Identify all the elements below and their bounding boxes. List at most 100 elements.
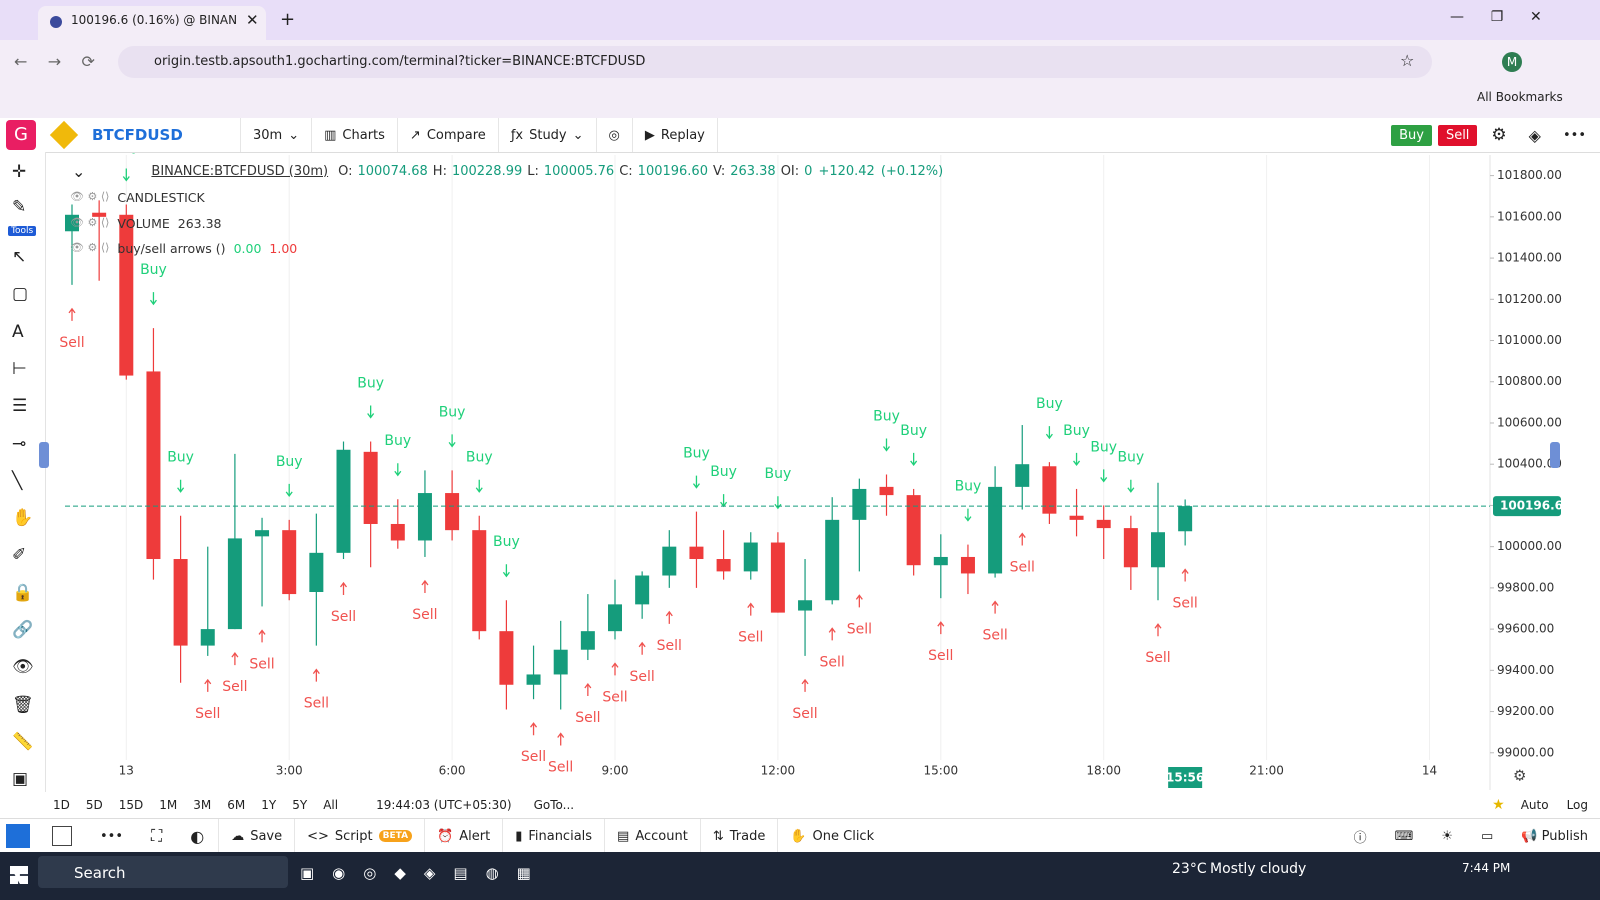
auto-scale[interactable]: Auto	[1520, 798, 1549, 812]
settings[interactable]: ⚙	[1491, 125, 1507, 145]
camera[interactable]: ▭	[1481, 828, 1494, 844]
tool-icon[interactable]: 📏	[12, 731, 34, 752]
range-button[interactable]: All	[323, 798, 339, 812]
buy-label: Buy	[683, 446, 710, 462]
indicator-icons: 👁 ⚙ ⟨⟩	[70, 241, 110, 254]
buy-label: Buy	[955, 479, 982, 495]
sell-button[interactable]: Sell	[1437, 124, 1478, 146]
layout-split[interactable]	[52, 826, 72, 846]
x-tick-label: 6:00	[439, 764, 466, 778]
log-scale[interactable]: Log	[1566, 798, 1588, 812]
tool-icon[interactable]: ⊸	[12, 433, 27, 454]
range-button[interactable]: 5Y	[292, 798, 308, 812]
toolbar-item[interactable]: ▥ Charts	[312, 118, 398, 152]
bottom-item[interactable]: ⏰ Alert	[424, 819, 502, 853]
bottom-items: ☁ Save <> Script BETA ⏰ Alert ▮ Financials ▤ Accou…	[218, 819, 886, 853]
weather-temp: 23°C	[1172, 861, 1207, 877]
idea[interactable]: ☀	[1441, 828, 1454, 844]
tool-icon[interactable]: ✋	[12, 508, 34, 529]
bottom-item[interactable]: ▤ Account	[604, 819, 700, 853]
active-tab[interactable]: 100196.6 (0.16%) @ BINANCE:BTCFDUSD ✕	[38, 6, 266, 40]
profile[interactable]: M	[1502, 52, 1522, 72]
legend-toggle[interactable]: ⌄	[72, 161, 86, 181]
candle-body	[309, 552, 324, 593]
candle-body	[119, 214, 134, 376]
tool-icon[interactable]: A	[12, 321, 24, 342]
range-button[interactable]: 1M	[159, 798, 178, 812]
stat-label: L:	[527, 163, 539, 179]
keyboard[interactable]: ⌨	[1394, 828, 1414, 844]
range-button[interactable]: 1Y	[261, 798, 277, 812]
logo[interactable]: G	[6, 120, 36, 150]
toolbar-item[interactable]: ƒx Study ⌄	[499, 118, 597, 152]
range-button[interactable]: 15D	[118, 798, 144, 812]
tool-icon[interactable]: ✐	[12, 545, 27, 566]
layers[interactable]: ◈	[1528, 125, 1541, 145]
camera[interactable]: ◎	[597, 118, 633, 152]
sell-label: Sell	[982, 628, 1007, 644]
publish-text: Publish	[1541, 828, 1588, 844]
goto[interactable]: GoTo...	[533, 798, 575, 812]
tool-icon[interactable]: ▣	[12, 769, 29, 790]
star[interactable]: ☆	[1400, 51, 1415, 70]
tool-icon[interactable]: ↖	[12, 247, 27, 267]
tool-icon[interactable]: ✎	[12, 197, 27, 217]
left-toolbar: Tools ✛ ✎ ↖ ▢ A ⊢ ☰ ⊸ ╲ ✋ ✐ 🔒 🔗 👁 🗑 📏 ▣	[0, 152, 46, 792]
legend-ticker[interactable]: BINANCE:BTCFDUSD (30m)	[151, 163, 329, 179]
toolbar-item[interactable]: ▶ Replay	[633, 118, 718, 152]
candle-body	[743, 542, 758, 572]
theme[interactable]: ◐	[190, 826, 205, 846]
tool-icon[interactable]: ╲	[12, 470, 23, 491]
candle-body	[635, 575, 650, 605]
interval-text: 30m	[253, 127, 283, 143]
symbol[interactable]: BTCFDUSD	[92, 126, 183, 144]
tool-icon[interactable]: 🔗	[12, 620, 34, 640]
tool-icon[interactable]: 👁	[12, 657, 34, 678]
bookmarks[interactable]: All Bookmarks	[1477, 90, 1563, 104]
new-tab[interactable]: +	[280, 9, 296, 30]
range-button[interactable]: 1D	[53, 798, 70, 812]
search-box[interactable]: Search	[38, 856, 288, 888]
more-layouts[interactable]: •••	[100, 828, 124, 844]
more[interactable]: •••	[1562, 127, 1586, 143]
omnibox[interactable]: origin.testb.apsouth1.gocharting.com/ter…	[118, 46, 1432, 78]
bottom-item[interactable]: <> Script BETA	[294, 819, 424, 853]
layout-single[interactable]	[6, 824, 30, 848]
tool-icon[interactable]: ✛	[12, 162, 27, 182]
fullscreen[interactable]: ⛶	[151, 826, 163, 845]
bottom-item[interactable]: ✋ One Click	[777, 819, 886, 853]
tool-icon[interactable]: ▢	[12, 284, 29, 305]
range-button[interactable]: 5D	[85, 798, 103, 812]
range-button[interactable]: 3M	[193, 798, 212, 812]
collapse-right[interactable]	[1550, 442, 1560, 468]
pinned-apps[interactable]: ▣◉◎◆◈▤◍▦	[300, 864, 549, 882]
tab-close[interactable]: ✕	[246, 11, 259, 29]
dropdown: ⌄	[572, 127, 584, 143]
help[interactable]: ⓘ	[1353, 830, 1367, 846]
tool-icon[interactable]: ☰	[12, 396, 28, 417]
bottom-item[interactable]: ☁ Save	[218, 819, 294, 853]
candle-body	[1042, 466, 1057, 514]
interval[interactable]: 30m ⌄	[240, 118, 313, 152]
tool-icon[interactable]: 🗑	[12, 694, 34, 715]
collapse-left[interactable]	[39, 442, 49, 468]
nav-buttons[interactable]: ← → ⟳	[14, 52, 95, 71]
bottom-item[interactable]: ▮ Financials	[502, 819, 604, 853]
publish[interactable]: 📢 Publish	[1521, 828, 1588, 844]
candle-body	[825, 519, 840, 601]
start[interactable]	[10, 866, 28, 884]
buy-button[interactable]: Buy	[1391, 124, 1432, 146]
tool-icon[interactable]: ⊢	[12, 358, 27, 379]
time-marker-box	[1168, 767, 1203, 788]
range-button[interactable]: 6M	[227, 798, 246, 812]
fav[interactable]: ★	[1492, 797, 1505, 813]
buy-arrow	[882, 438, 891, 452]
tool-icon[interactable]: 🔒	[12, 582, 34, 603]
candle-body	[1178, 506, 1193, 532]
window-controls[interactable]: — ❐ ✕	[1450, 9, 1542, 25]
buy-label: Buy	[466, 450, 493, 466]
candle-body	[906, 495, 921, 566]
toolbar-item[interactable]: ↗ Compare	[398, 118, 499, 152]
bottom-item[interactable]: ⇅ Trade	[699, 819, 778, 853]
